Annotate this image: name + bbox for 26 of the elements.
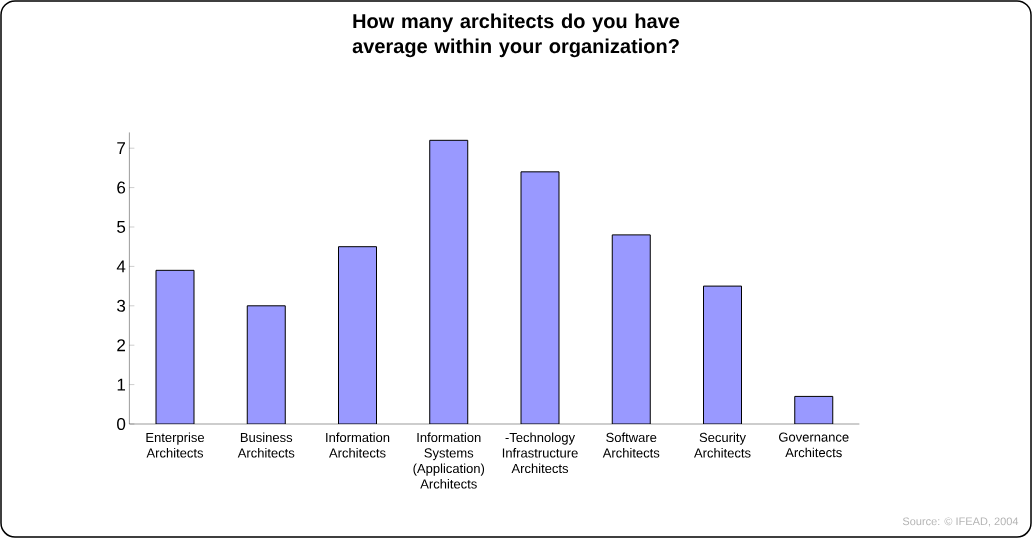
bar [611,234,651,424]
x-tick-label: Governance Architects [779,432,849,458]
bar [703,285,742,424]
bar [155,269,195,424]
y-tick-label: 2 [117,339,125,352]
chart-title: How many architects do you have average within your organization? [352,13,680,58]
x-tick-label: Security Architects [694,432,751,458]
x-tick-label: Information Systems (Application) Architects [413,432,485,489]
x-tick-label: Enterprise Architects [146,432,205,458]
x-tick-label: Information Architects [326,432,390,458]
bar [794,395,834,424]
y-tick-label: 3 [117,299,126,312]
y-tick-label: 6 [117,181,126,194]
y-tick-label: 4 [116,260,126,273]
y-tick-label: 1 [117,378,126,391]
x-tick-label: Business Architects [237,432,295,458]
y-tick-label: 0 [117,417,126,431]
y-tick-label: 5 [117,221,126,233]
source-note: Source: © IFEAD, 2004 [902,517,1019,527]
bar [429,139,469,424]
x-tick-label: Software Architects [602,432,660,458]
x-tick-label: -Technology Infrastructure Architects [502,432,578,474]
bar [338,246,377,424]
bar [246,305,286,424]
bar [520,171,560,424]
y-tick-label: 7 [117,142,125,155]
